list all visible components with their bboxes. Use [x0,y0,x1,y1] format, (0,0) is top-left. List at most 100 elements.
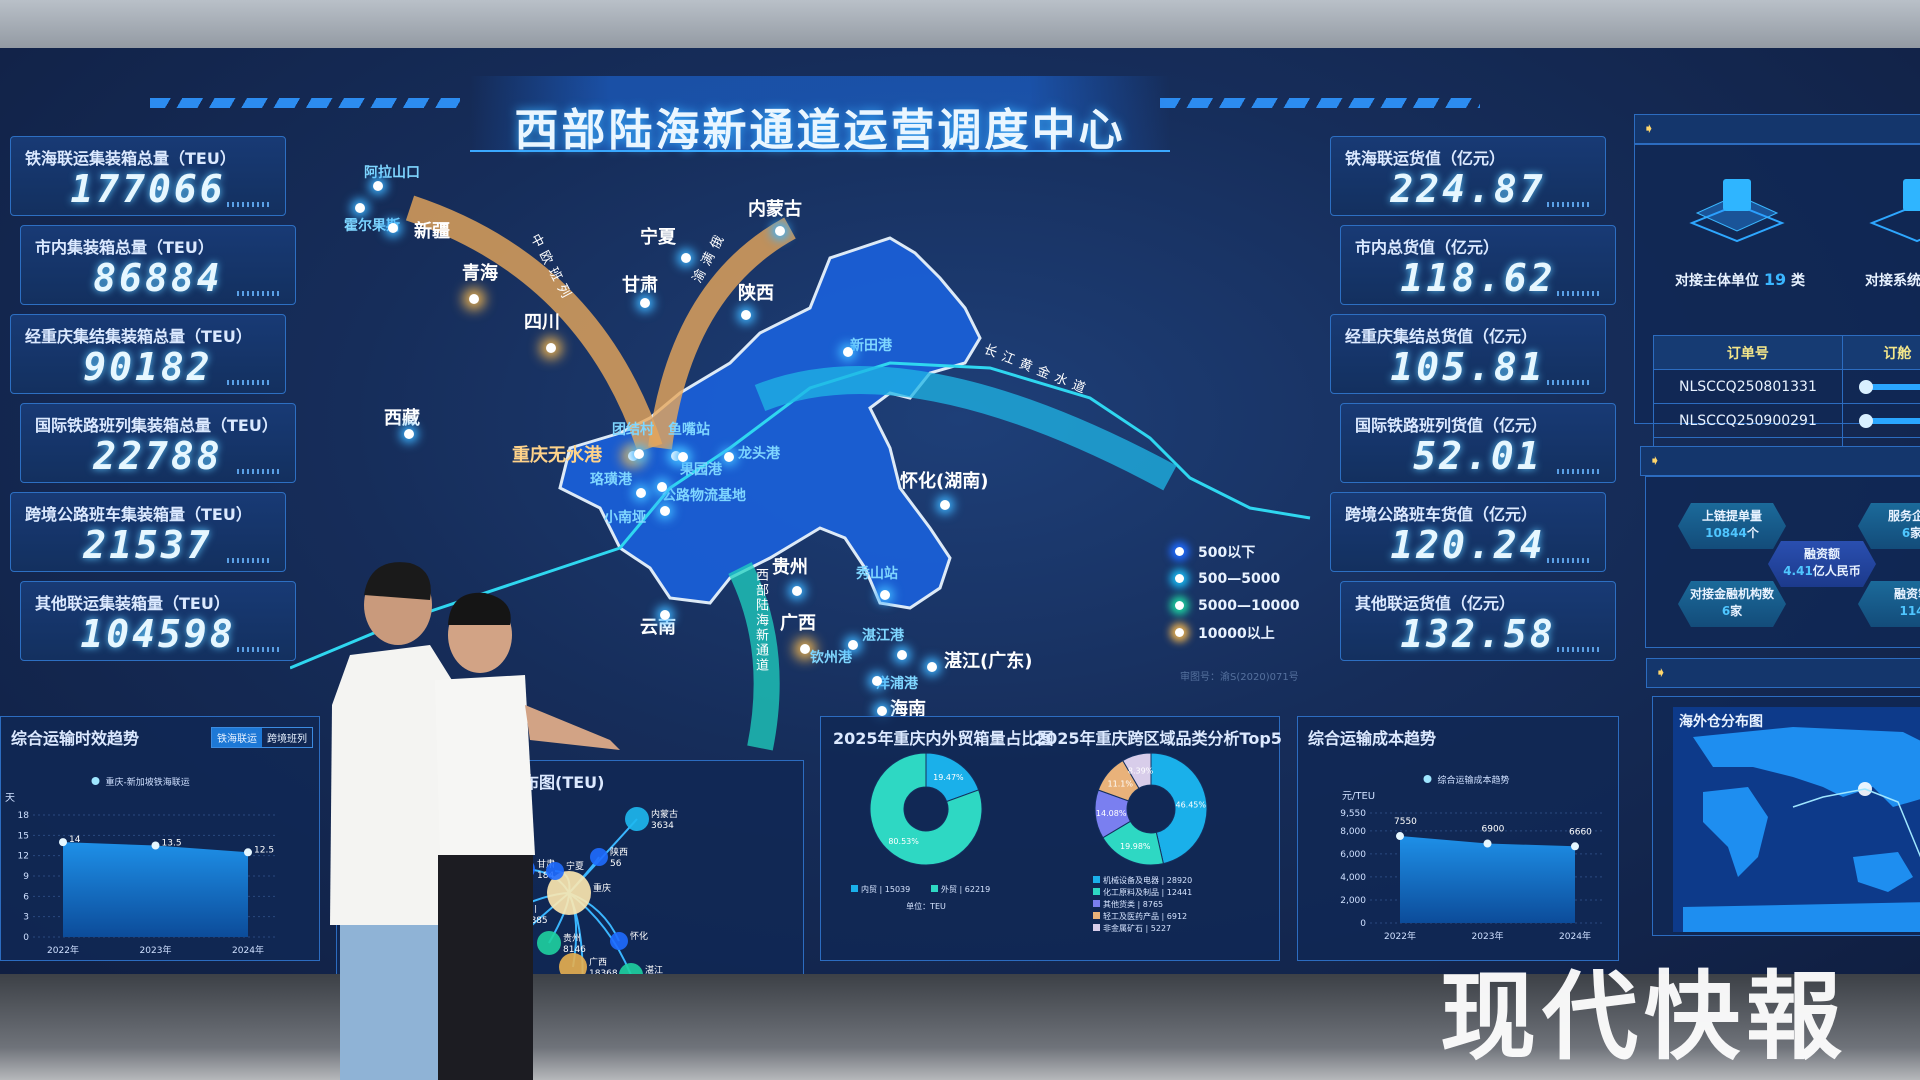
kpi-label: 国际铁路班列集装箱总量（TEU） [35,416,278,435]
legend-item: 500以下 [1175,538,1300,565]
map-location-dot[interactable] [678,452,688,462]
left-kpi-card: 国际铁路班列集装箱总量（TEU） 22788 [20,403,296,483]
map-location-dot[interactable] [640,298,650,308]
area-fill [63,842,248,937]
network-node[interactable] [547,871,591,915]
kpi-label: 跨境公路班车货值（亿元） [1345,505,1538,524]
legend-label: 500—5000 [1198,570,1281,587]
kpi-decoration [227,202,271,207]
network-node[interactable] [619,963,643,974]
donut-slice[interactable] [1150,752,1208,865]
map-location-dot[interactable] [877,706,887,716]
data-label: 7550 [1394,817,1417,827]
booking-progress-toggle[interactable] [1858,379,1920,394]
node-name: 重庆 [593,882,611,894]
node-name: 怀化 [630,930,648,942]
arrow-icon: ➧ [1655,665,1667,681]
ceiling [0,0,1920,56]
cost-chart: 元/TEU 综合运输成本趋势 0 2,000 4,000 6,000 8,000 9,550 7… [1340,774,1605,942]
map-location-dot[interactable] [800,644,810,654]
map-location-dot[interactable] [355,203,365,213]
title-decoration-right [1160,98,1480,108]
donut-charts: 19.47% 80.53% 46.45% 19.98% 14.08% 11.1% 8.39%… [851,752,1208,933]
tab-rail-sea[interactable]: 铁海联运 [212,728,262,747]
map-location-dot[interactable] [671,451,681,461]
x-tick-label: 2023年 [1472,930,1504,942]
map-location-dot[interactable] [660,610,670,620]
map-location-dot[interactable] [940,500,950,510]
map-label: 云南 [640,617,676,638]
x-tick-label: 2024年 [232,944,264,956]
legend-entry: 化工原料及制品 | 12441 [1103,887,1192,897]
data-point[interactable] [151,841,160,850]
y-tick-label: 15 [18,831,29,841]
kpi-decoration [1557,291,1601,296]
stat-value: 6 [1901,526,1911,540]
right-panel-2: 上链提单量10844个服务企业6家融资额4.41亿人民币对接金融机构数6家融资笔… [1645,476,1920,648]
data-point[interactable] [244,848,252,857]
map-location-dot[interactable] [927,662,937,672]
map-location-dot[interactable] [724,452,734,462]
stat-label: 融资笔 [1893,587,1920,601]
map-location-dot[interactable] [636,488,646,498]
network-node[interactable] [537,931,561,955]
kpi-value: 104598 [80,612,236,656]
tab-cross-border-train[interactable]: 跨境班列 [267,734,307,745]
network-node[interactable] [559,953,587,974]
route-arrow-western-land-sea [728,562,780,751]
entity-count-label: 对接主体单位 [1675,273,1759,289]
map-location-dot[interactable] [775,226,785,236]
donut-slice[interactable] [1122,752,1152,789]
series-legend: 综合运输成本趋势 [1438,774,1510,786]
map-location-dot[interactable] [388,223,398,233]
map-location-dot[interactable] [404,429,414,439]
data-point[interactable] [59,838,67,847]
world-map-title: 海外仓分布图 [1679,714,1763,730]
map-location-dot[interactable] [546,343,556,353]
data-point[interactable] [1571,842,1579,851]
table-row[interactable]: NLSCCQ250801331 [1653,369,1920,404]
legend-label: 500以下 [1198,544,1256,561]
map-location-dot[interactable] [681,253,691,263]
network-node[interactable] [546,862,564,880]
map-location-dot[interactable] [880,590,890,600]
table-row[interactable]: NLSCCQ250900291 [1653,403,1920,438]
network-node[interactable] [610,932,628,950]
map-location-dot[interactable] [469,294,479,304]
x-tick-label: 2022年 [1384,930,1416,942]
map-location-dot[interactable] [792,586,802,596]
y-axis-unit: 天 [5,793,15,804]
map-location-dot[interactable] [634,449,644,459]
map-location-dot[interactable] [848,640,858,650]
kpi-value: 86884 [93,256,223,300]
slice-percent-label: 46.45% [1175,801,1206,810]
y-tick-label: 4,000 [1340,873,1366,883]
map-location-dot[interactable] [872,676,882,686]
stat-value-line: 6家 [1858,525,1920,542]
data-label: 14 [69,835,81,845]
presenters [330,562,620,1080]
y-tick-label: 9 [23,872,29,882]
y-axis-unit: 元/TEU [1342,791,1375,802]
data-point[interactable] [1483,839,1492,848]
stat-unit: 个 [1746,526,1759,540]
donut-slice[interactable] [869,752,983,866]
data-point[interactable] [1396,832,1404,841]
network-node[interactable] [590,848,608,866]
map-location-dot[interactable] [628,451,638,461]
map-location-dot[interactable] [373,181,383,191]
timeliness-chart: 天 重庆-新加坡铁海联运 0 3 6 9 12 15 18 14 2022年 13.5 2023年 12.… [5,776,278,956]
network-node[interactable] [625,807,649,831]
booking-progress-toggle[interactable] [1858,413,1920,428]
map-location-dot[interactable] [897,650,907,660]
map-location-dot[interactable] [843,347,853,357]
stat-hex-card: 上链提单量 10844个 [1678,503,1786,549]
map-location-dot[interactable] [741,310,751,320]
right-panel-1-header: ➧ [1634,114,1920,144]
map-location-dot[interactable] [660,506,670,516]
left-kpi-card: 经重庆集结集装箱总量（TEU） 90182 [10,314,286,394]
order-number: NLSCCQ250900291 [1653,403,1843,438]
stat-value: 114 [1899,604,1920,618]
map-label: 新疆 [414,221,450,242]
map-location-dot[interactable] [657,482,667,492]
